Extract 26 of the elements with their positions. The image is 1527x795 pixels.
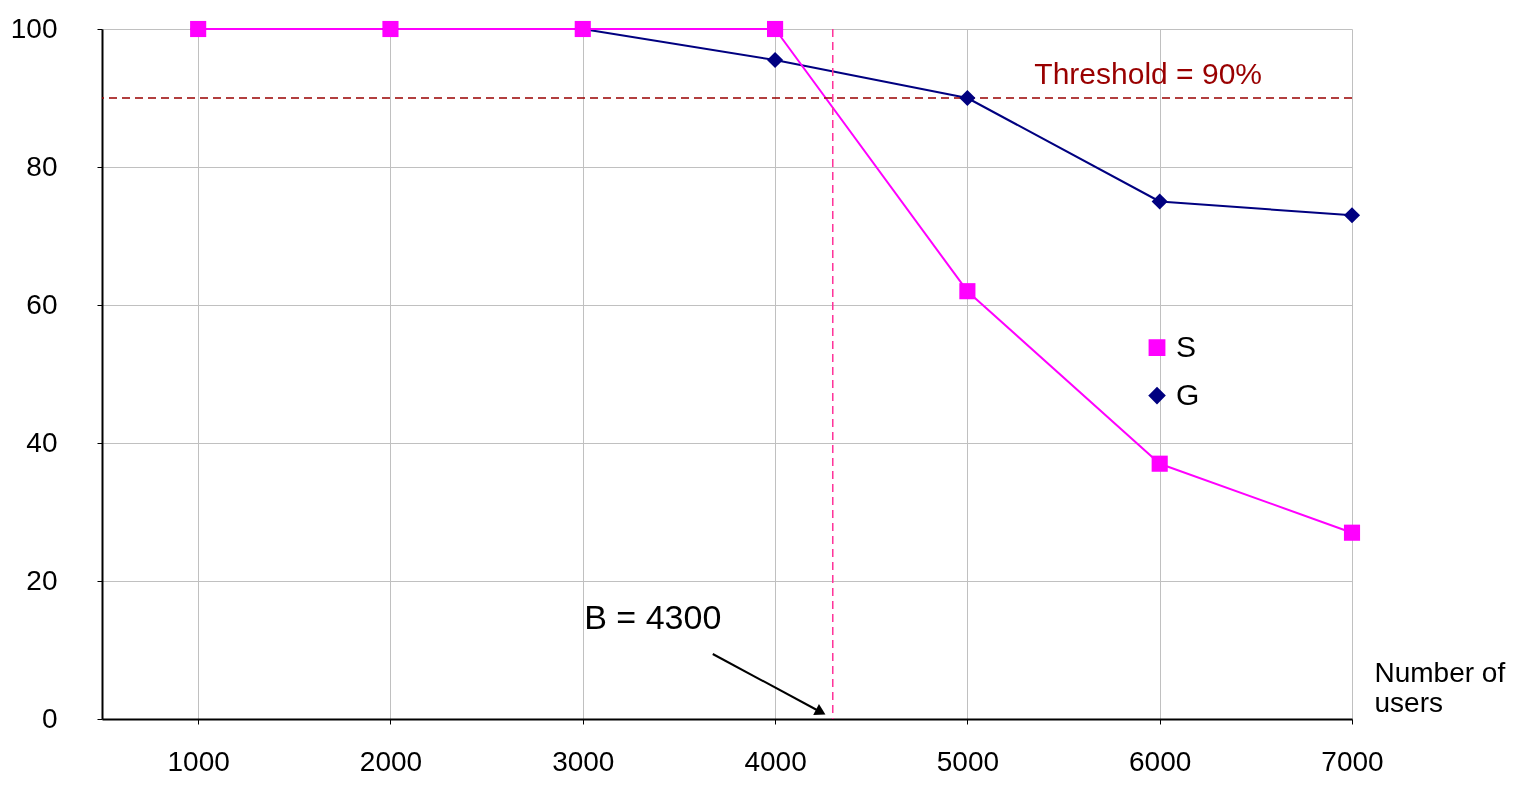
legend-label: S [1176,329,1197,363]
x-tick-label: 2000 [359,745,423,777]
y-tick-label: 60 [26,288,58,320]
legend-label: G [1176,377,1200,411]
y-tick-label: 20 [26,564,58,596]
point [1343,207,1361,224]
x-tick-label: 4000 [744,745,807,777]
x-tick-label: 6000 [1129,745,1192,777]
x-tick-label: 5000 [936,745,1000,777]
y-tick-label: 100 [10,12,58,44]
x-axis-title: Number of users [1374,656,1506,718]
point [959,89,976,107]
y-tick-label: 80 [26,150,58,182]
ref-line-label: Threshold = 90% [1034,57,1262,90]
point [767,51,784,69]
point [1151,193,1168,210]
point [959,283,976,300]
point [767,20,784,38]
x-tick-label: 3000 [552,745,615,777]
point [1151,455,1168,472]
y-tick-label: 40 [26,426,58,458]
y-tick-label: 0 [41,702,58,734]
x-tick-label: 1000 [167,745,230,777]
point [1343,524,1361,541]
x-tick-label: 7000 [1321,745,1384,777]
annotation: B = 4300 [584,598,722,636]
